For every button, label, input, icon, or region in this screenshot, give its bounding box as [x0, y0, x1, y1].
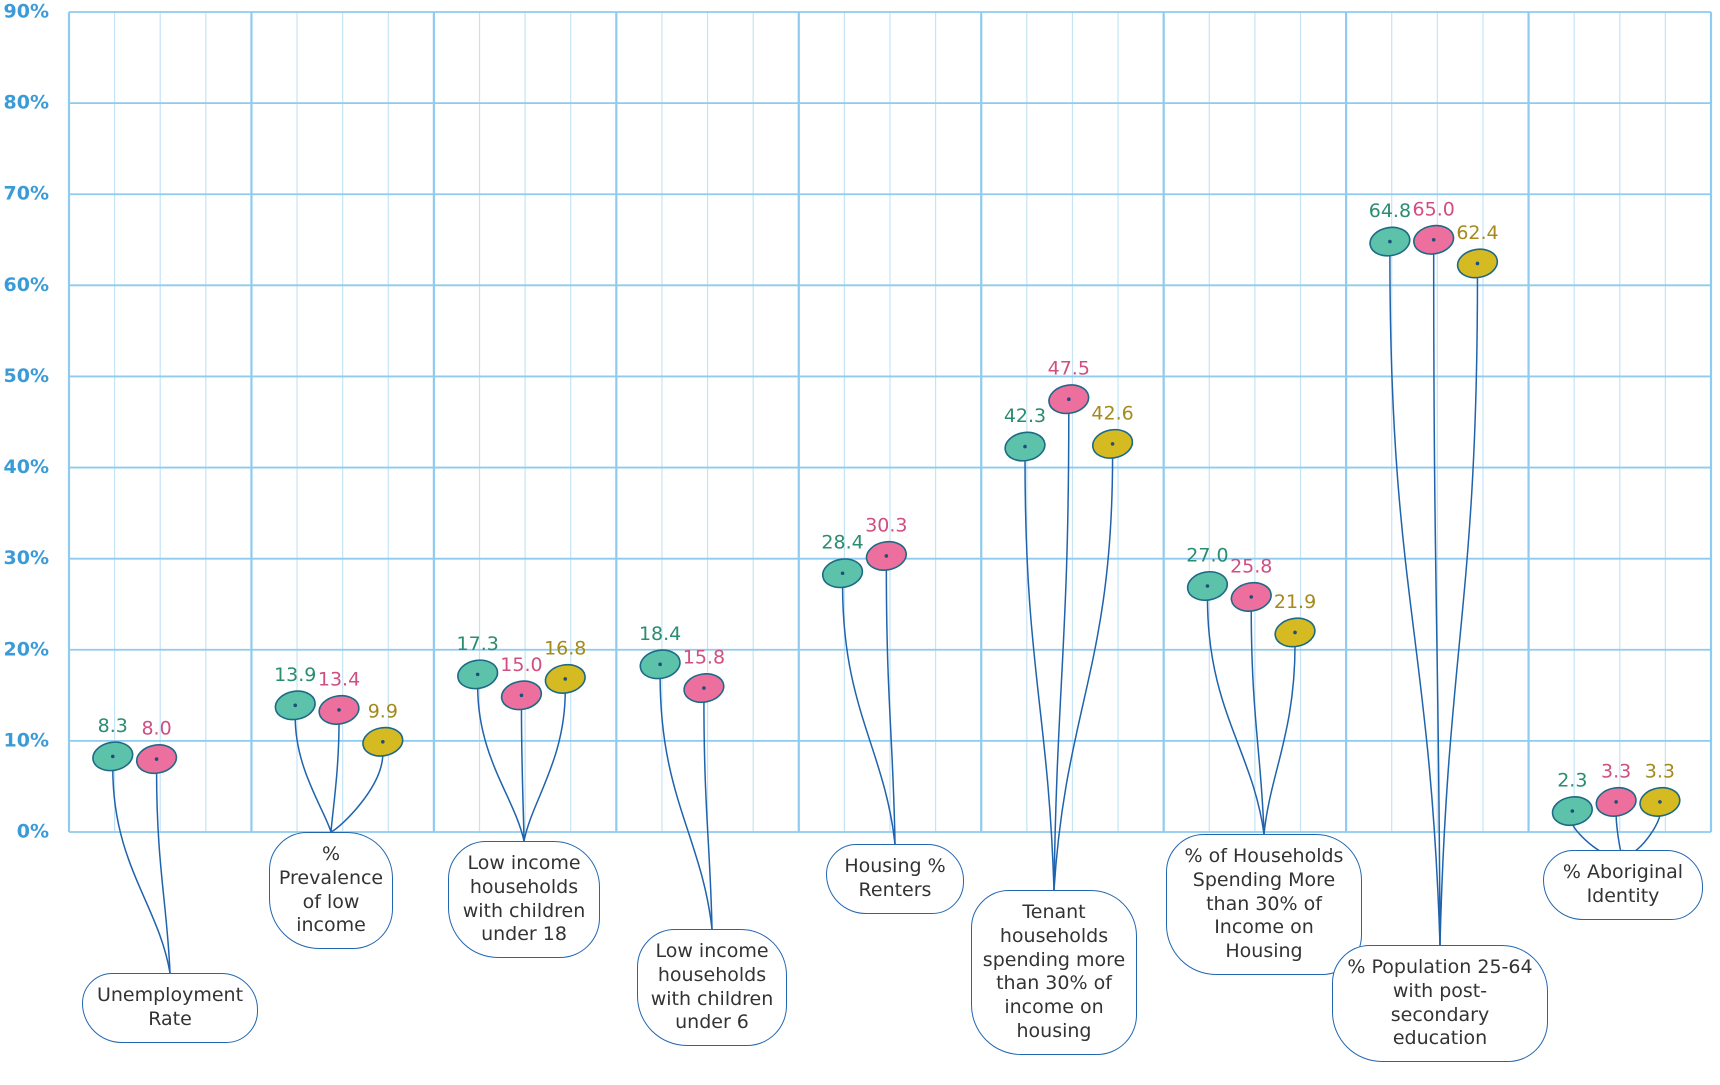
y-tick-label: 20% [4, 638, 49, 660]
stem [1622, 813, 1661, 855]
stem [1263, 644, 1296, 835]
category-label: % Prevalence of low income [269, 832, 393, 949]
dot-center [381, 740, 385, 744]
value-label: 64.8 [1369, 200, 1411, 222]
stem [659, 676, 713, 930]
value-label: 28.4 [821, 532, 863, 554]
category-label: Low income households with children unde… [448, 841, 600, 958]
category-label: Unemployment Rate [82, 973, 258, 1043]
stem [1053, 455, 1114, 891]
dot-center [1570, 809, 1575, 813]
stem [1206, 597, 1265, 835]
dot-center [1658, 800, 1662, 804]
value-label: 42.3 [1004, 405, 1046, 427]
value-label: 62.4 [1456, 222, 1498, 244]
y-tick-label: 0% [17, 821, 49, 843]
y-tick-label: 50% [4, 365, 49, 387]
dot-center [519, 693, 524, 698]
dot-center [475, 672, 480, 677]
stem [112, 768, 171, 974]
stem [476, 686, 525, 842]
value-label: 47.5 [1048, 358, 1090, 380]
value-label: 8.3 [98, 715, 128, 737]
y-tick-label: 70% [4, 183, 49, 205]
value-label: 25.8 [1230, 555, 1272, 577]
value-label: 42.6 [1091, 402, 1133, 424]
stems [112, 251, 1661, 974]
value-label: 15.0 [500, 654, 542, 676]
y-tick-label: 30% [4, 547, 49, 569]
dot-center [1475, 261, 1480, 266]
value-label: 13.9 [274, 664, 316, 686]
dot-center [1614, 800, 1618, 804]
dot-center [563, 677, 568, 681]
dot-center [337, 708, 341, 712]
dot-center [1066, 397, 1071, 402]
stem [1389, 253, 1441, 946]
dot-center [154, 757, 159, 761]
dot-center [1110, 442, 1115, 446]
dot-center [1205, 584, 1210, 588]
dot-center [110, 754, 115, 759]
value-label: 65.0 [1413, 198, 1455, 220]
stem [330, 753, 384, 833]
value-label: 8.0 [141, 718, 171, 740]
stem [520, 707, 525, 842]
value-label: 2.3 [1557, 770, 1587, 792]
stem [841, 585, 896, 845]
y-tick-label: 80% [4, 92, 49, 114]
dot-center [884, 554, 889, 558]
category-label: % Population 25-64 with post- secondary … [1332, 945, 1548, 1062]
category-label: Tenant households spending more than 30%… [971, 890, 1137, 1055]
category-label: Low income households with children unde… [637, 929, 787, 1046]
stem [294, 717, 332, 833]
value-label: 16.8 [544, 637, 586, 659]
dot-center [702, 686, 706, 690]
stem [155, 771, 171, 974]
category-label: Housing % Renters [826, 844, 964, 914]
dot-center [1023, 444, 1027, 449]
y-tick-label: 40% [4, 456, 49, 478]
category-label: % Aboriginal Identity [1543, 850, 1703, 920]
value-label: 30.3 [865, 514, 907, 536]
stem [1053, 411, 1070, 891]
stem [523, 690, 566, 842]
value-label: 3.3 [1645, 760, 1675, 782]
dot-center [658, 662, 662, 667]
stem [1432, 251, 1441, 946]
dot-center [840, 571, 845, 576]
dot-center [1293, 630, 1297, 635]
stem [1439, 275, 1479, 946]
dot-center [293, 703, 298, 708]
stem [885, 567, 896, 845]
stem [703, 700, 713, 930]
stem [1250, 608, 1265, 835]
y-tick-label: 60% [4, 274, 49, 296]
y-tick-label: 90% [4, 1, 49, 23]
value-label: 13.4 [318, 668, 360, 690]
value-label: 21.9 [1274, 591, 1316, 613]
stem [1024, 458, 1055, 891]
y-tick-label: 10% [4, 729, 49, 751]
dot-center [1431, 237, 1436, 242]
category-label: % of Households Spending More than 30% o… [1166, 834, 1362, 975]
dot-center [1249, 595, 1254, 599]
value-label: 15.8 [683, 647, 725, 669]
value-label: 9.9 [368, 700, 398, 722]
dot-center [1388, 239, 1392, 244]
stem [330, 721, 340, 833]
value-label: 17.3 [457, 633, 499, 655]
value-label: 18.4 [639, 623, 681, 645]
value-label: 27.0 [1186, 545, 1228, 567]
value-label: 3.3 [1601, 760, 1631, 782]
